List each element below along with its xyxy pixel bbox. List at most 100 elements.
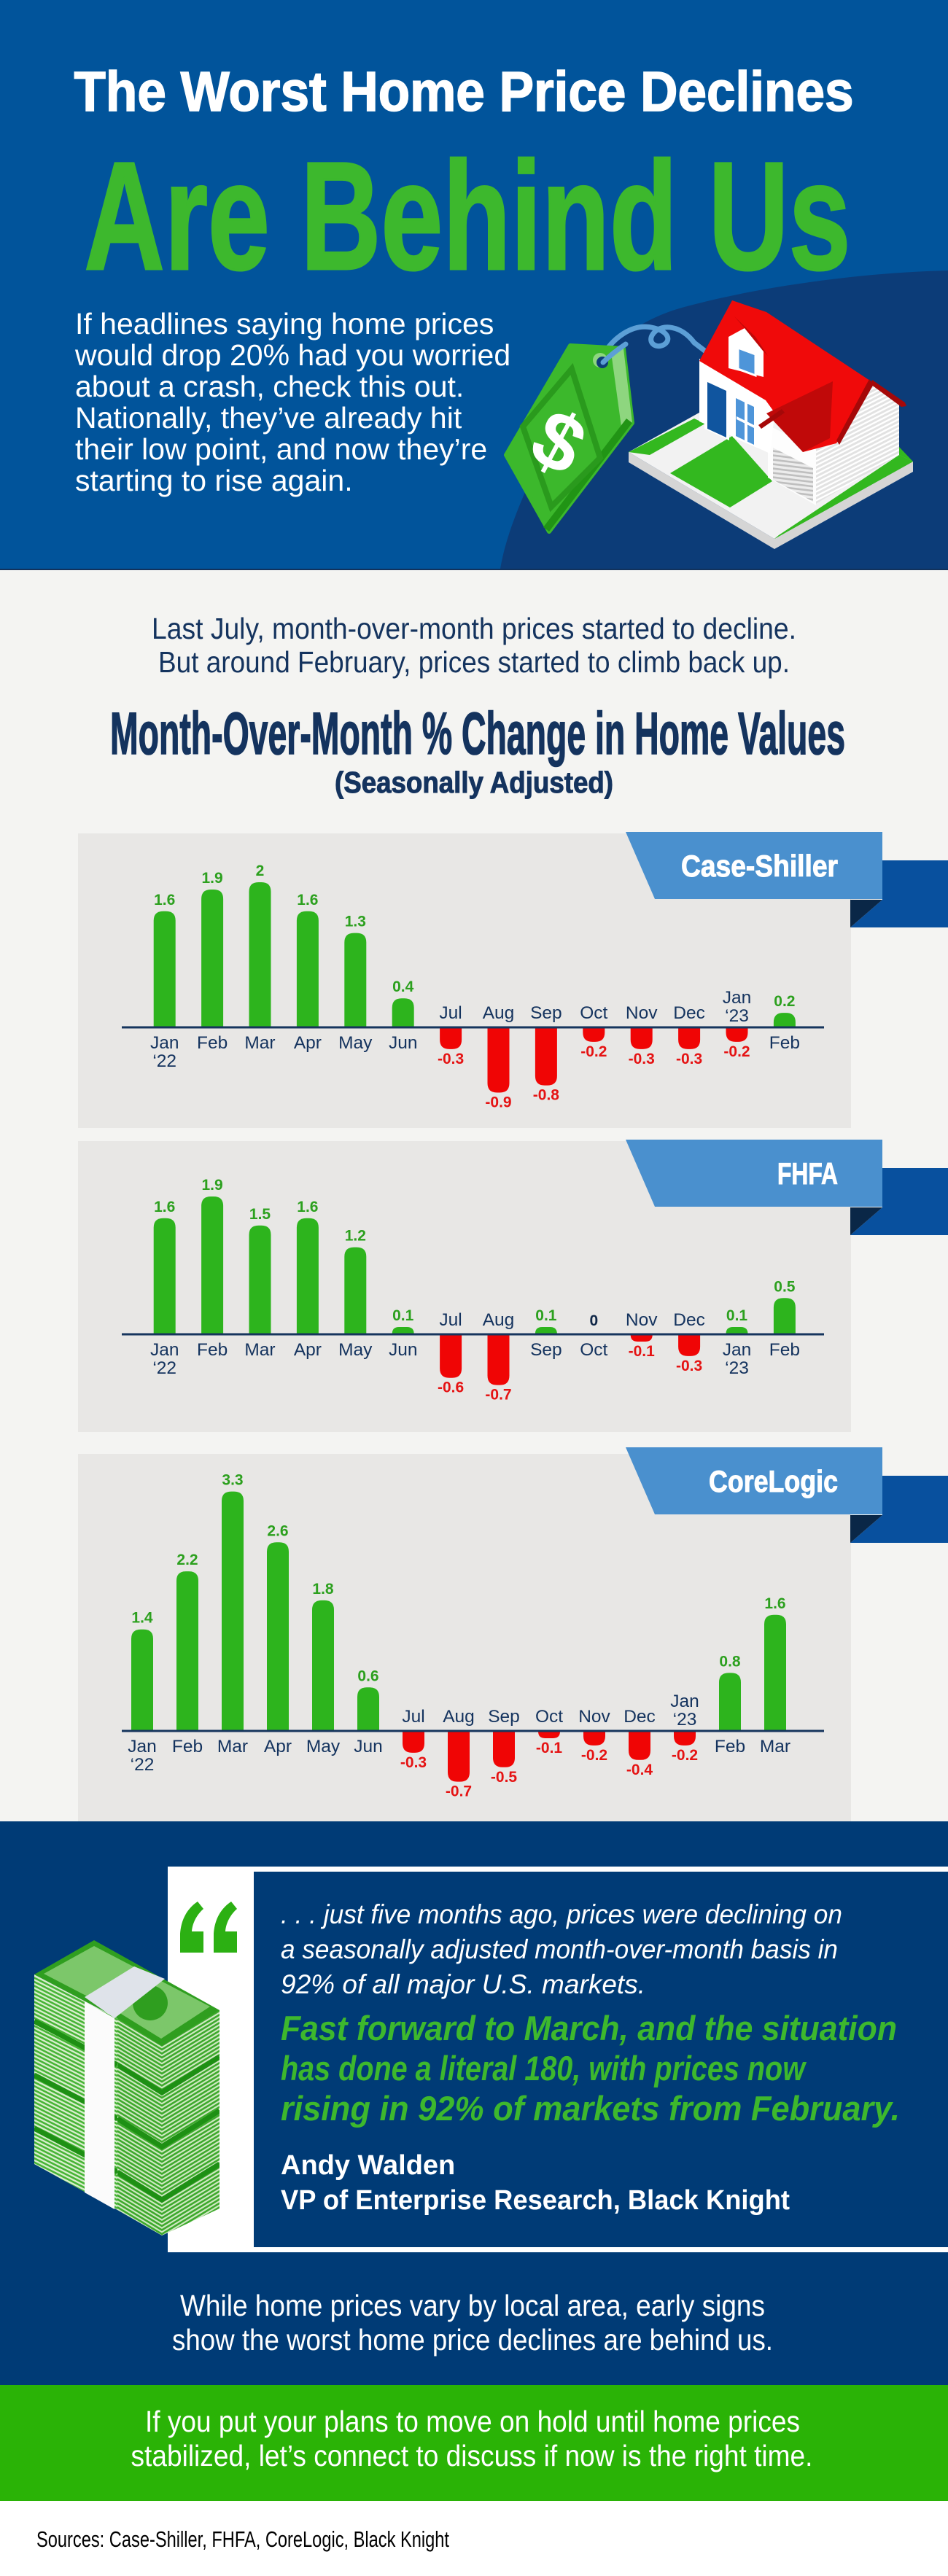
svg-text:Aug: Aug <box>443 1707 475 1727</box>
svg-text:Month-Over-Month % Change in H: Month-Over-Month % Change in Home Values <box>110 701 845 767</box>
svg-text:1.9: 1.9 <box>201 870 222 887</box>
svg-text:0.1: 0.1 <box>535 1307 557 1324</box>
svg-text:. . . just five months ago, pr: . . . just five months ago, prices were … <box>281 1899 842 1929</box>
svg-text:‘23: ‘23 <box>725 1006 749 1026</box>
svg-text:CoreLogic: CoreLogic <box>709 1464 838 1498</box>
svg-text:Feb: Feb <box>197 1340 228 1360</box>
svg-text:Jan: Jan <box>150 1340 179 1360</box>
svg-text:-0.9: -0.9 <box>485 1094 511 1111</box>
svg-text:0.1: 0.1 <box>392 1307 414 1324</box>
svg-text:0.1: 0.1 <box>726 1307 748 1324</box>
svg-text:2: 2 <box>256 863 265 879</box>
svg-text:-0.3: -0.3 <box>400 1754 427 1771</box>
svg-text:Jun: Jun <box>354 1737 383 1756</box>
svg-text:rising in 92% of markets from: rising in 92% of markets from February. <box>281 2089 900 2128</box>
svg-text:has done a literal 180, with p: has done a literal 180, with prices now <box>281 2049 807 2087</box>
svg-text:1.4: 1.4 <box>131 1610 153 1627</box>
svg-text:May: May <box>338 1033 373 1053</box>
svg-text:1.3: 1.3 <box>345 914 366 930</box>
svg-text:FHFA: FHFA <box>777 1156 838 1191</box>
svg-text:‘22: ‘22 <box>152 1358 176 1378</box>
svg-text:Sep: Sep <box>530 1003 562 1023</box>
svg-text:-0.2: -0.2 <box>672 1747 698 1764</box>
svg-text:1.9: 1.9 <box>201 1177 222 1194</box>
svg-text:‘23: ‘23 <box>725 1358 749 1378</box>
svg-text:Sep: Sep <box>488 1707 520 1727</box>
svg-text:-0.8: -0.8 <box>533 1087 560 1104</box>
svg-text:0.2: 0.2 <box>774 993 795 1010</box>
svg-text:Nov: Nov <box>578 1707 610 1727</box>
svg-text:-0.2: -0.2 <box>580 1043 607 1060</box>
svg-text:1.6: 1.6 <box>154 1199 175 1215</box>
svg-text:Feb: Feb <box>715 1737 745 1756</box>
svg-text:-0.1: -0.1 <box>536 1740 563 1756</box>
svg-text:Apr: Apr <box>294 1033 322 1053</box>
svg-text:Sep: Sep <box>530 1340 562 1360</box>
svg-text:Are Behind Us: Are Behind Us <box>85 130 851 302</box>
svg-text:Case-Shiller: Case-Shiller <box>681 849 838 883</box>
svg-text:May: May <box>306 1737 341 1756</box>
svg-text:(Seasonally Adjusted): (Seasonally Adjusted) <box>335 766 613 799</box>
svg-text:‘23: ‘23 <box>673 1710 697 1729</box>
svg-text:a seasonally adjusted month-ov: a seasonally adjusted month-over-month b… <box>281 1934 838 1964</box>
svg-text:Andy Walden: Andy Walden <box>281 2150 455 2181</box>
svg-text:-0.2: -0.2 <box>723 1043 750 1060</box>
svg-text:starting to rise again.: starting to rise again. <box>75 464 353 497</box>
svg-text:Dec: Dec <box>673 1003 705 1023</box>
svg-text:0.6: 0.6 <box>357 1668 378 1684</box>
svg-text:their low point, and now they’: their low point, and now they’re <box>75 432 487 466</box>
svg-text:Jun: Jun <box>389 1340 418 1360</box>
svg-text:show the worst home price decl: show the worst home price declines are b… <box>172 2323 773 2357</box>
svg-text:Feb: Feb <box>769 1340 800 1360</box>
svg-text:-0.7: -0.7 <box>446 1783 472 1800</box>
svg-text:Jan: Jan <box>723 1340 752 1360</box>
svg-text:-0.6: -0.6 <box>438 1380 464 1396</box>
svg-text:Feb: Feb <box>769 1033 800 1053</box>
svg-text:-0.5: -0.5 <box>491 1769 518 1786</box>
svg-text:If you put your plans to move: If you put your plans to move on hold un… <box>145 2405 800 2438</box>
svg-text:Fast forward to March, and the: Fast forward to March, and the situation <box>281 2009 897 2047</box>
svg-text:1.2: 1.2 <box>345 1228 366 1245</box>
svg-text:1.6: 1.6 <box>154 892 175 908</box>
svg-text:would drop 20% had you worried: would drop 20% had you worried <box>74 338 510 372</box>
svg-text:3.3: 3.3 <box>222 1472 243 1489</box>
svg-text:Jan: Jan <box>723 988 752 1008</box>
svg-text:0: 0 <box>589 1312 598 1329</box>
svg-text:‘22: ‘22 <box>131 1755 155 1775</box>
svg-text:Oct: Oct <box>580 1003 607 1023</box>
svg-text:2.2: 2.2 <box>176 1552 198 1568</box>
svg-text:stabilized, let’s connect to d: stabilized, let’s connect to discuss if … <box>131 2439 813 2472</box>
svg-text:Jul: Jul <box>439 1003 462 1023</box>
svg-text:May: May <box>338 1340 373 1360</box>
svg-text:-0.7: -0.7 <box>485 1387 511 1404</box>
svg-text:1.6: 1.6 <box>297 892 318 908</box>
svg-text:-0.4: -0.4 <box>626 1762 653 1778</box>
svg-text:If headlines saying home price: If headlines saying home prices <box>75 307 494 341</box>
svg-text:The Worst Home Price Declines: The Worst Home Price Declines <box>74 61 854 123</box>
svg-text:-0.3: -0.3 <box>676 1358 702 1374</box>
svg-text:Jul: Jul <box>402 1707 424 1727</box>
svg-text:VP of Enterprise Research, Bla: VP of Enterprise Research, Black Knight <box>281 2185 790 2216</box>
svg-text:Mar: Mar <box>217 1737 248 1756</box>
svg-text:Apr: Apr <box>294 1340 322 1360</box>
svg-text:Dec: Dec <box>623 1707 656 1727</box>
svg-text:While home prices vary by loca: While home prices vary by local area, ea… <box>180 2289 765 2322</box>
svg-text:Feb: Feb <box>197 1033 228 1053</box>
svg-text:1.8: 1.8 <box>312 1581 334 1598</box>
svg-text:Aug: Aug <box>483 1310 515 1330</box>
svg-text:But around February, prices st: But around February, prices started to c… <box>158 645 790 679</box>
svg-text:-0.2: -0.2 <box>581 1747 607 1764</box>
svg-text:Oct: Oct <box>535 1707 563 1727</box>
svg-text:1.5: 1.5 <box>249 1206 271 1223</box>
svg-text:Last July, month-over-month pr: Last July, month-over-month prices start… <box>152 612 796 645</box>
svg-text:Mar: Mar <box>760 1737 790 1756</box>
svg-text:Nov: Nov <box>626 1310 658 1330</box>
svg-text:Apr: Apr <box>264 1737 292 1756</box>
svg-text:-0.3: -0.3 <box>676 1051 702 1067</box>
svg-text:Oct: Oct <box>580 1340 607 1360</box>
svg-text:-0.3: -0.3 <box>629 1051 655 1067</box>
svg-text:Feb: Feb <box>172 1737 203 1756</box>
svg-text:Sources: Case-Shiller, FHFA, C: Sources: Case-Shiller, FHFA, CoreLogic, … <box>36 2526 449 2552</box>
svg-text:-0.1: -0.1 <box>629 1343 656 1360</box>
svg-text:Jul: Jul <box>439 1310 462 1330</box>
